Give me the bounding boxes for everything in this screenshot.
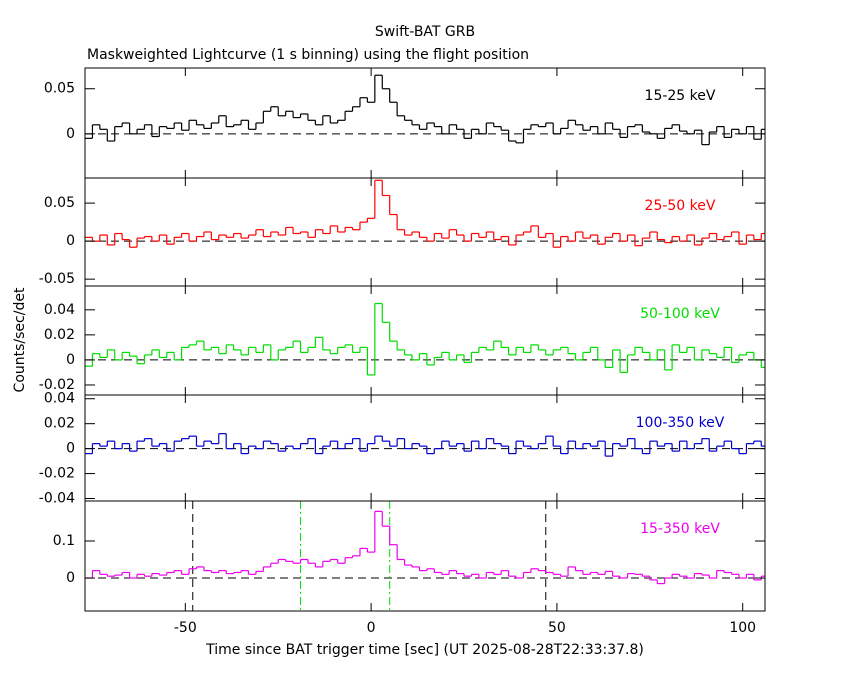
- y-tick-label: 0.05: [44, 81, 75, 97]
- x-tick-label: 100: [729, 620, 756, 636]
- panel: [85, 501, 765, 611]
- panel: [85, 74, 765, 146]
- panel: [85, 302, 765, 376]
- figure-subtitle: Maskweighted Lightcurve (1 s binning) us…: [87, 47, 529, 63]
- y-tick-label: 0: [66, 352, 75, 368]
- y-tick-label: -0.02: [39, 466, 75, 482]
- y-tick-label: 0: [66, 570, 75, 586]
- figure-title: Swift-BAT GRB: [375, 24, 475, 40]
- y-tick-label: 0.04: [44, 302, 75, 318]
- x-tick-label: 50: [548, 620, 566, 636]
- series-label: 25-50 keV: [645, 198, 716, 214]
- y-tick-label: -0.02: [39, 377, 75, 393]
- y-tick-label: 0.02: [44, 327, 75, 343]
- panel-frame: [84, 67, 766, 179]
- y-tick-label: 0: [66, 233, 75, 249]
- series-label: 50-100 keV: [640, 306, 720, 322]
- y-tick-label: 0.04: [44, 391, 75, 407]
- series-label: 15-350 keV: [640, 521, 720, 537]
- series-label: 15-25 keV: [645, 88, 716, 104]
- y-tick-label: 0.1: [53, 533, 75, 549]
- y-tick-label: 0.02: [44, 416, 75, 432]
- panel-frame: [84, 500, 766, 612]
- x-tick-label: -50: [174, 620, 197, 636]
- panel-frame: [84, 394, 766, 502]
- panel-frame: [84, 285, 766, 396]
- y-axis-label: Counts/sec/det: [12, 287, 28, 392]
- y-tick-label: -0.05: [39, 271, 75, 287]
- panel: [85, 433, 765, 457]
- y-tick-label: 0: [66, 441, 75, 457]
- y-tick-label: -0.04: [39, 491, 75, 507]
- x-tick-label: 0: [367, 620, 376, 636]
- x-axis-label: Time since BAT trigger time [sec] (UT 20…: [205, 642, 644, 658]
- panel: [85, 179, 765, 248]
- panel-frame: [84, 177, 766, 287]
- series-label: 100-350 keV: [636, 415, 725, 431]
- y-tick-label: 0.05: [44, 195, 75, 211]
- y-tick-label: 0: [66, 126, 75, 142]
